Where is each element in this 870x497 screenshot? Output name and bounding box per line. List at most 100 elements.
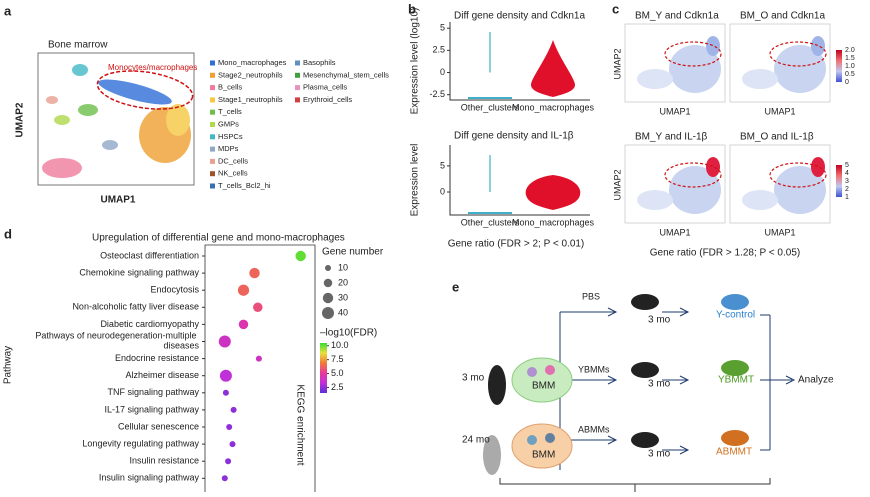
legend-label: T_cells — [218, 107, 242, 116]
panel-label: d — [4, 226, 12, 241]
size-legend-dot — [321, 306, 335, 320]
dot — [238, 319, 249, 330]
panel-label: c — [612, 1, 619, 16]
colorbar-label: 3 — [845, 178, 849, 185]
highlight-outline — [96, 70, 194, 110]
legend-title: Gene number — [322, 247, 384, 258]
legend-label: Stage1_neutrophils — [218, 95, 283, 104]
legend-swatch — [210, 134, 215, 140]
interval: 3 mo — [648, 315, 671, 326]
y-tick-label: Non-alcoholic fatty liver disease — [72, 302, 199, 312]
colorbar-label: 1.0 — [845, 63, 855, 70]
highlight-label: Monocytes/macrophages — [108, 63, 197, 72]
x-axis-label: UMAP1 — [764, 106, 795, 116]
bracket — [499, 478, 771, 492]
legend-swatch — [210, 183, 215, 189]
treatment: PBS — [582, 291, 600, 301]
dot — [226, 423, 233, 431]
violin-mono — [531, 40, 575, 97]
umap-cells — [742, 69, 778, 89]
dot-plot: d Upregulation of differential gene and m… — [3, 226, 384, 492]
legend-swatch — [210, 122, 215, 127]
colorbar-label: 5 — [845, 162, 849, 169]
size-legend-label: 40 — [338, 307, 348, 317]
colorbar-label: 10.0 — [331, 340, 349, 350]
bmm-young — [511, 357, 573, 403]
y-axis-label: Expression level — [410, 144, 421, 217]
colorbar-label: 1.5 — [845, 55, 855, 62]
y-axis-label: Expression level (log10) — [410, 8, 421, 115]
umap-hot — [706, 157, 720, 177]
treatment: ABMMs — [578, 424, 610, 434]
y-tick-label: Insulin resistance — [129, 456, 199, 466]
plot-title: BM_Y and Cdkn1a — [635, 11, 719, 22]
caption: Gene ratio (FDR > 2; P < 0.01) — [448, 239, 585, 250]
age: 3 mo — [462, 373, 485, 384]
legend: Mono_macrophages Stage2_neutrophils B_cell… — [210, 58, 389, 190]
umap-hot — [811, 36, 825, 56]
umap-clusters — [42, 64, 191, 178]
legend-swatch — [210, 97, 215, 103]
colorbar — [320, 343, 327, 393]
umap-cells — [669, 166, 721, 214]
y-tick-label: TNF signaling pathway — [107, 387, 199, 397]
colorbar-label: 5.0 — [331, 368, 344, 378]
outcome: Analyze — [798, 375, 834, 386]
legend-swatch — [295, 97, 300, 103]
size-legend-label: 30 — [338, 292, 348, 302]
schematic: e PBS YBMMs ABMMs 3 mo 24 mo 3 mo 3 mo 3… — [452, 279, 834, 492]
y-tick-label: Cellular senescence — [118, 421, 199, 431]
interval: 3 mo — [648, 379, 671, 390]
colorbar-label: 2.0 — [845, 47, 855, 54]
colorbar-label: 2 — [845, 186, 849, 193]
size-legend-dot — [324, 264, 332, 272]
umap-cells — [774, 166, 826, 214]
legend-swatch — [210, 146, 215, 152]
plot-title: Diff gene density and IL-1β — [454, 131, 574, 142]
legend-swatch — [210, 60, 215, 66]
cells: BMM — [532, 450, 555, 461]
y-axis-label: UMAP2 — [612, 48, 622, 79]
bmm-old — [511, 423, 573, 469]
y-tick-label: Endocrine resistance — [115, 353, 199, 363]
dot — [219, 369, 232, 382]
size-legend-dot — [323, 278, 333, 288]
size-legend-label: 10 — [338, 262, 348, 272]
chart-title: Upregulation of differential gene and mo… — [92, 233, 345, 244]
umap-cells — [742, 190, 778, 210]
legend-label: Plasma_cells — [303, 83, 347, 92]
group: ABMMT — [716, 447, 752, 458]
dot — [230, 406, 237, 413]
age: 24 mo — [462, 435, 490, 446]
umap-frame — [624, 23, 726, 103]
legend-swatch — [295, 60, 300, 66]
colorbar-label: 7.5 — [331, 354, 344, 364]
dot — [253, 302, 263, 313]
x-axis-label: UMAP1 — [100, 195, 135, 206]
legend-label: Stage2_neutrophils — [218, 70, 283, 79]
y-tick-label: Pathways of neurodegeneration-multiple d… — [35, 331, 199, 351]
y-tick-label: Osteoclast differentiation — [100, 250, 199, 260]
group: YBMMT — [718, 375, 754, 386]
y-axis-label: UMAP2 — [612, 169, 622, 200]
plot-title: BM_O and IL-1β — [740, 132, 814, 143]
y-tick-label: Longevity regulating pathway — [82, 438, 199, 448]
panel-label: a — [4, 3, 12, 18]
legend-label: HSPCs — [218, 132, 243, 141]
cells: BMM — [532, 381, 555, 392]
legend-title: –log10(FDR) — [320, 328, 377, 339]
size-legend-dot — [322, 292, 334, 304]
legend-swatch — [295, 85, 300, 91]
colorbar-label: 0 — [845, 79, 849, 86]
legend-label: Basophils — [303, 58, 336, 67]
colorbar — [836, 50, 842, 82]
legend-label: GMPs — [218, 119, 239, 128]
colorbar-label: 2.5 — [331, 382, 344, 392]
dot — [249, 267, 260, 279]
side-label: KEGG enrichment — [294, 384, 305, 465]
umap-frame — [37, 52, 195, 186]
legend-swatch — [210, 72, 215, 78]
legend-swatch — [210, 171, 215, 177]
legend-label: MDPs — [218, 144, 239, 153]
umap-grid: BM_Y and Cdkn1a UMAP1 UMAP2 BM_O and Cdkn1a… — [612, 11, 854, 238]
